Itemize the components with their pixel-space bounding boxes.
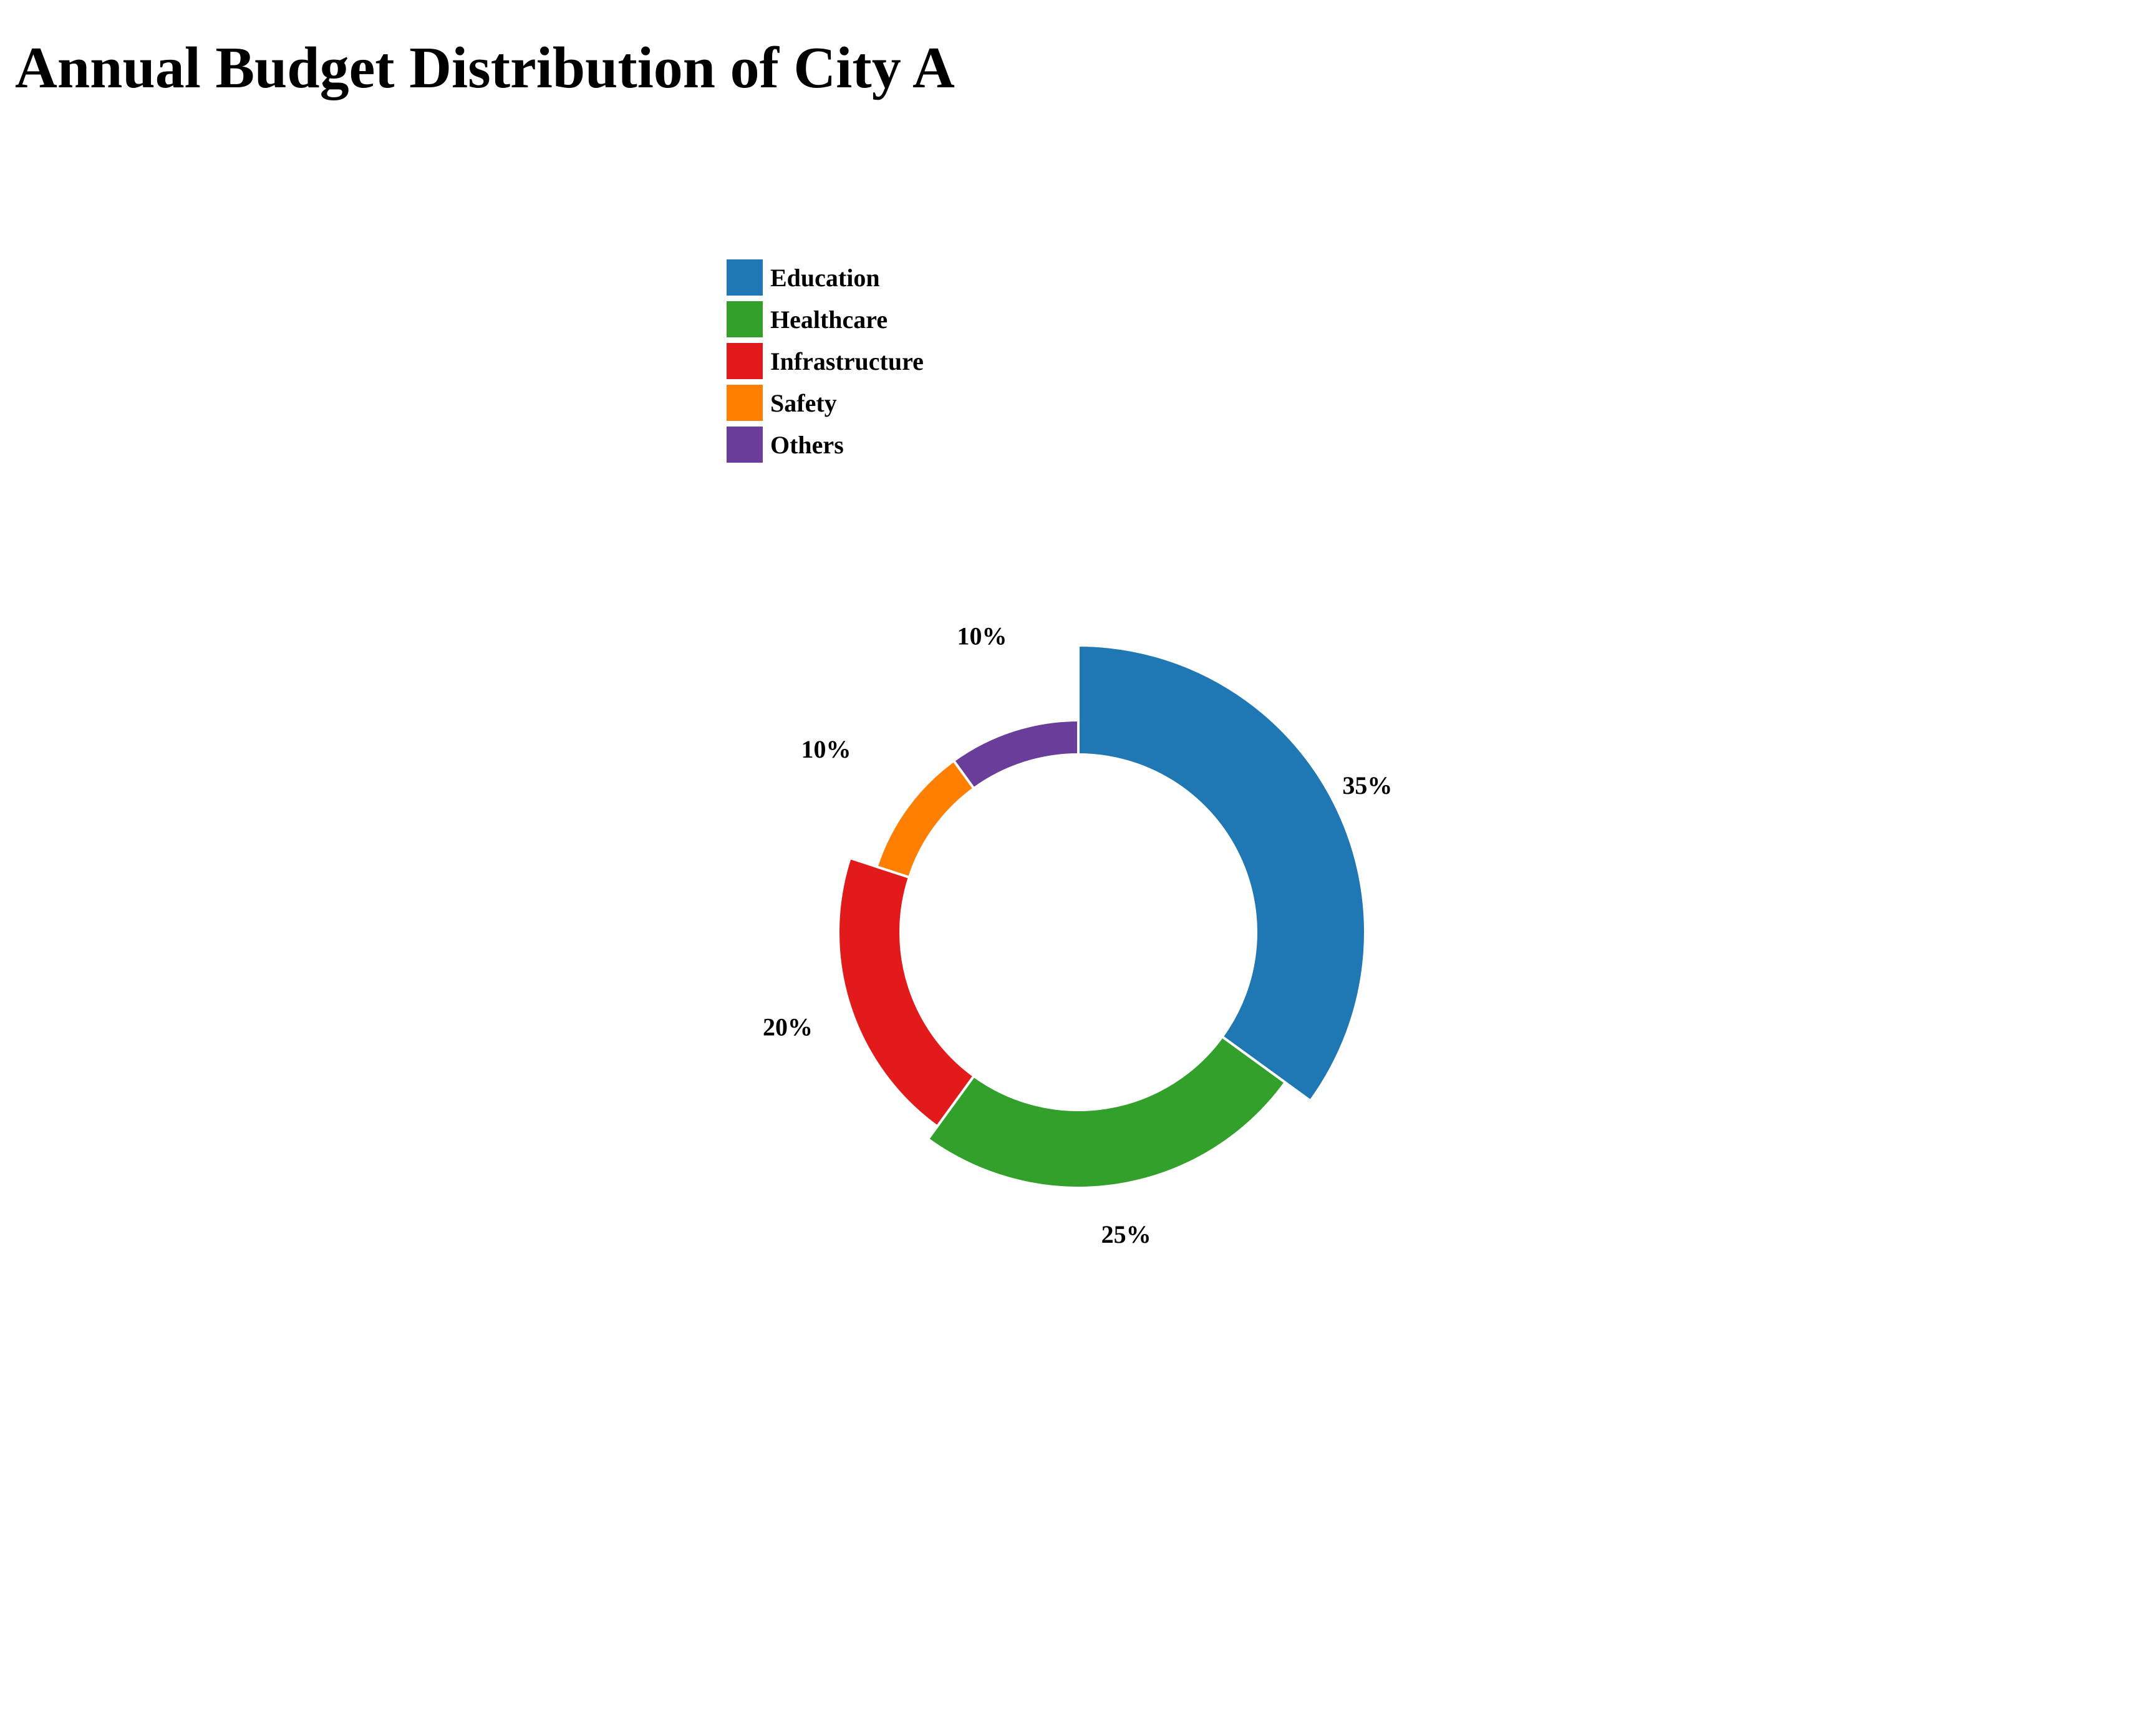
legend-label-infrastructure: Infrastructure bbox=[770, 347, 924, 375]
legend-swatch-healthcare bbox=[727, 301, 763, 337]
legend-swatch-education bbox=[727, 259, 763, 296]
donut-slices bbox=[837, 644, 1366, 1189]
legend-swatch-safety bbox=[727, 385, 763, 421]
chart-legend: Education Healthcare Infrastructure Safety O… bbox=[727, 259, 924, 463]
slice-education bbox=[1077, 644, 1366, 1102]
slice-healthcare bbox=[927, 1035, 1287, 1189]
slice-labels: 35% 25% 20% 10% 10% bbox=[763, 622, 1392, 1248]
legend-label-safety: Safety bbox=[770, 389, 837, 417]
slice-infrastructure bbox=[837, 857, 975, 1128]
slice-label-safety: 10% bbox=[801, 735, 851, 763]
slice-label-others: 10% bbox=[957, 622, 1007, 650]
legend-label-others: Others bbox=[770, 431, 844, 459]
chart-title: Annual Budget Distribution of City A bbox=[15, 36, 955, 100]
slice-safety bbox=[875, 759, 975, 879]
legend-swatch-infrastructure bbox=[727, 343, 763, 379]
legend-label-education: Education bbox=[770, 264, 880, 292]
slice-others bbox=[952, 719, 1080, 790]
legend-swatch-others bbox=[727, 427, 763, 463]
slice-label-education: 35% bbox=[1342, 771, 1392, 799]
slice-label-healthcare: 25% bbox=[1101, 1220, 1151, 1248]
legend-label-healthcare: Healthcare bbox=[770, 306, 888, 334]
slice-label-infrastructure: 20% bbox=[763, 1013, 813, 1041]
